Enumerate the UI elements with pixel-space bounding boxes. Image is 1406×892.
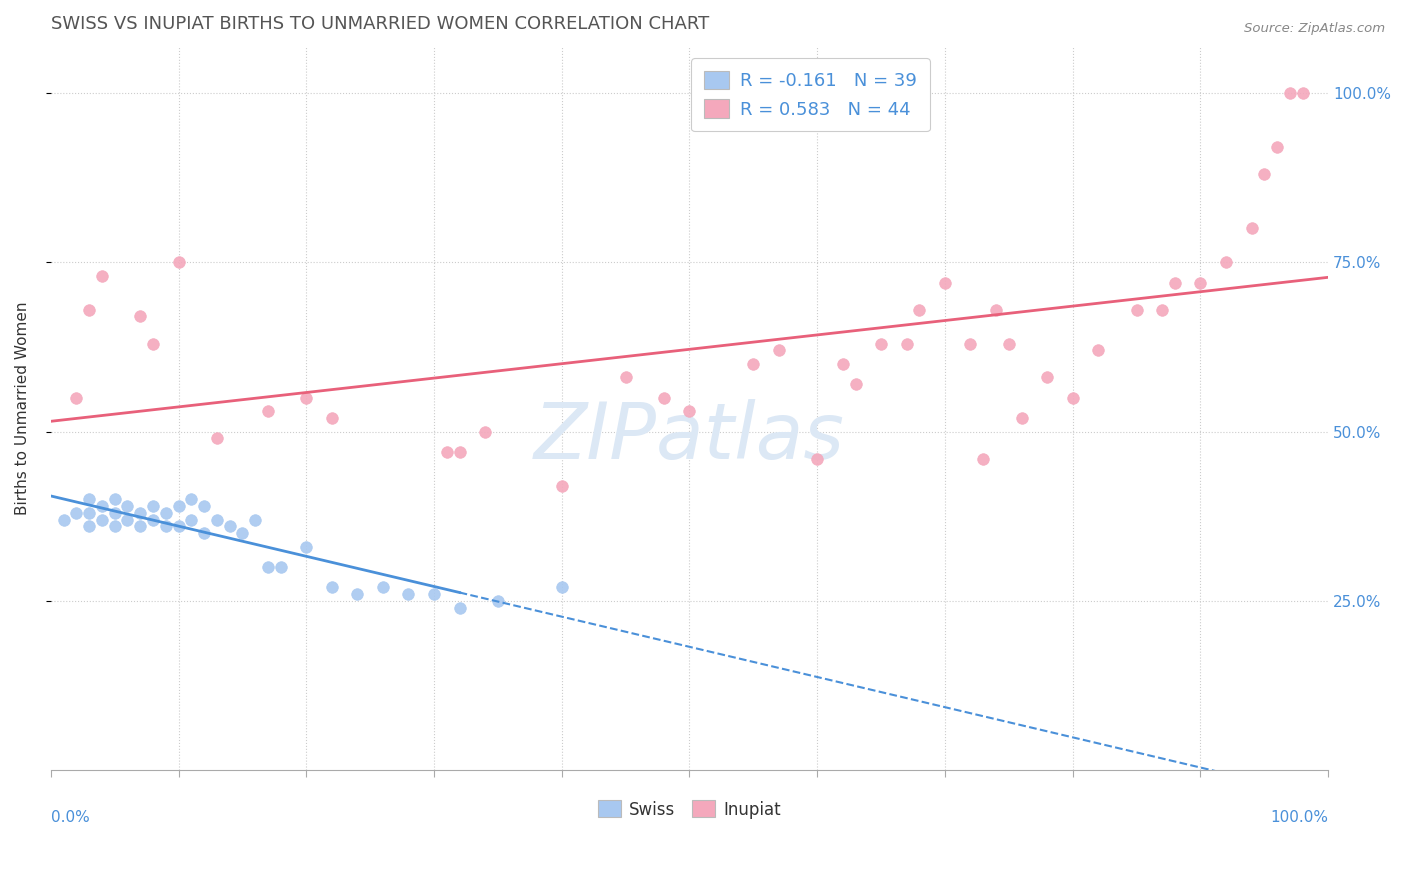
Point: [1152, 302, 1174, 317]
Point: [52, 512, 75, 526]
Point: [295, 391, 318, 405]
Point: [270, 560, 292, 574]
Point: [652, 391, 675, 405]
Point: [77, 506, 100, 520]
Point: [77, 492, 100, 507]
Point: [1253, 167, 1275, 181]
Point: [167, 519, 190, 533]
Point: [934, 276, 956, 290]
Point: [180, 512, 202, 526]
Point: [129, 506, 152, 520]
Point: [142, 336, 165, 351]
Point: [474, 425, 496, 439]
Point: [218, 519, 240, 533]
Point: [1125, 302, 1147, 317]
Point: [77, 302, 100, 317]
Text: 100.0%: 100.0%: [1270, 810, 1329, 825]
Point: [449, 600, 471, 615]
Point: [998, 336, 1021, 351]
Point: [205, 431, 228, 445]
Point: [449, 445, 471, 459]
Point: [844, 377, 866, 392]
Point: [205, 512, 228, 526]
Point: [1087, 343, 1109, 358]
Point: [1036, 370, 1059, 384]
Point: [245, 512, 267, 526]
Text: SWISS VS INUPIAT BIRTHS TO UNMARRIED WOMEN CORRELATION CHART: SWISS VS INUPIAT BIRTHS TO UNMARRIED WOM…: [51, 15, 709, 33]
Point: [257, 560, 280, 574]
Point: [972, 451, 994, 466]
Point: [142, 499, 165, 513]
Point: [104, 492, 127, 507]
Point: [155, 506, 177, 520]
Point: [768, 343, 790, 358]
Point: [1011, 411, 1033, 425]
Point: [90, 268, 112, 283]
Text: Source: ZipAtlas.com: Source: ZipAtlas.com: [1244, 22, 1385, 36]
Point: [614, 370, 637, 384]
Point: [486, 593, 509, 607]
Point: [870, 336, 893, 351]
Point: [77, 519, 100, 533]
Point: [678, 404, 700, 418]
Point: [908, 302, 931, 317]
Point: [423, 587, 446, 601]
Point: [90, 499, 112, 513]
Point: [104, 506, 127, 520]
Point: [180, 492, 202, 507]
Point: [65, 506, 87, 520]
Text: ZIPatlas: ZIPatlas: [534, 399, 845, 475]
Point: [551, 478, 574, 492]
Point: [436, 445, 458, 459]
Point: [129, 310, 152, 324]
Point: [90, 512, 112, 526]
Point: [371, 580, 394, 594]
Point: [65, 391, 87, 405]
Point: [1215, 255, 1237, 269]
Point: [551, 580, 574, 594]
Y-axis label: Births to Unmarried Women: Births to Unmarried Women: [15, 301, 30, 515]
Point: [117, 512, 139, 526]
Point: [167, 499, 190, 513]
Point: [193, 526, 215, 541]
Point: [398, 587, 420, 601]
Point: [321, 580, 343, 594]
Point: [1265, 140, 1288, 154]
Point: [321, 411, 343, 425]
Point: [1164, 276, 1187, 290]
Point: [167, 255, 190, 269]
Point: [117, 499, 139, 513]
Point: [1062, 391, 1084, 405]
Point: [193, 499, 215, 513]
Point: [831, 357, 853, 371]
Point: [959, 336, 981, 351]
Point: [155, 519, 177, 533]
Point: [1291, 86, 1313, 100]
Point: [129, 519, 152, 533]
Point: [231, 526, 253, 541]
Point: [1189, 276, 1212, 290]
Point: [742, 357, 765, 371]
Point: [257, 404, 280, 418]
Point: [104, 519, 127, 533]
Point: [896, 336, 918, 351]
Point: [1240, 221, 1263, 235]
Point: [142, 512, 165, 526]
Point: [1278, 86, 1301, 100]
Point: [806, 451, 828, 466]
Point: [346, 587, 368, 601]
Text: 0.0%: 0.0%: [51, 810, 90, 825]
Point: [984, 302, 1007, 317]
Legend: Swiss, Inupiat: Swiss, Inupiat: [589, 792, 790, 827]
Point: [295, 540, 318, 554]
